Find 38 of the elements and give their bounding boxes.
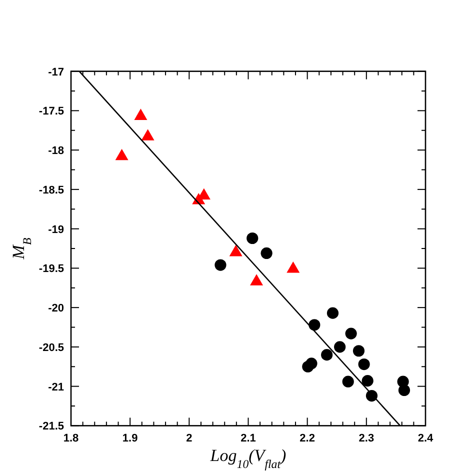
point <box>321 349 333 361</box>
point <box>352 345 365 357</box>
x-tick-label: 2.1 <box>240 432 256 445</box>
x-tick-label: 2.2 <box>300 432 315 445</box>
y-tick-label: -21.5 <box>38 420 64 433</box>
x-tick-label: 2.4 <box>418 432 434 445</box>
y-tick-label: -17 <box>48 66 64 78</box>
point <box>134 108 148 120</box>
x-tick-label: 1.8 <box>63 432 79 445</box>
y-tick-label: -21 <box>48 381 64 394</box>
point <box>334 341 346 353</box>
point <box>246 232 258 244</box>
point <box>260 247 272 260</box>
x-tick-label: 1.9 <box>122 432 138 445</box>
point <box>326 307 339 319</box>
y-tick-label: -20.5 <box>38 342 64 354</box>
point <box>358 358 370 370</box>
y-tick-label: -20 <box>48 302 64 315</box>
point <box>345 328 357 340</box>
x-axis-title: Log$_{10}$(V$_{flat}$) <box>209 446 287 471</box>
point <box>214 259 226 271</box>
point <box>229 244 242 256</box>
x-tick-label: 2 <box>186 432 192 445</box>
y-tick-label: -17.5 <box>38 106 64 118</box>
point <box>250 274 264 286</box>
x-tick-label: 2.3 <box>358 432 374 445</box>
point <box>308 319 320 331</box>
point <box>398 384 410 396</box>
y-tick-label: -18.5 <box>38 184 64 196</box>
point <box>342 376 354 388</box>
point <box>141 129 154 140</box>
y-tick-label: -18 <box>48 145 64 158</box>
y-tick-label: -19.5 <box>38 263 64 276</box>
point <box>286 261 300 273</box>
point <box>362 375 374 387</box>
y-tick-label: -19 <box>48 224 64 236</box>
point <box>115 148 128 160</box>
point <box>302 360 314 372</box>
